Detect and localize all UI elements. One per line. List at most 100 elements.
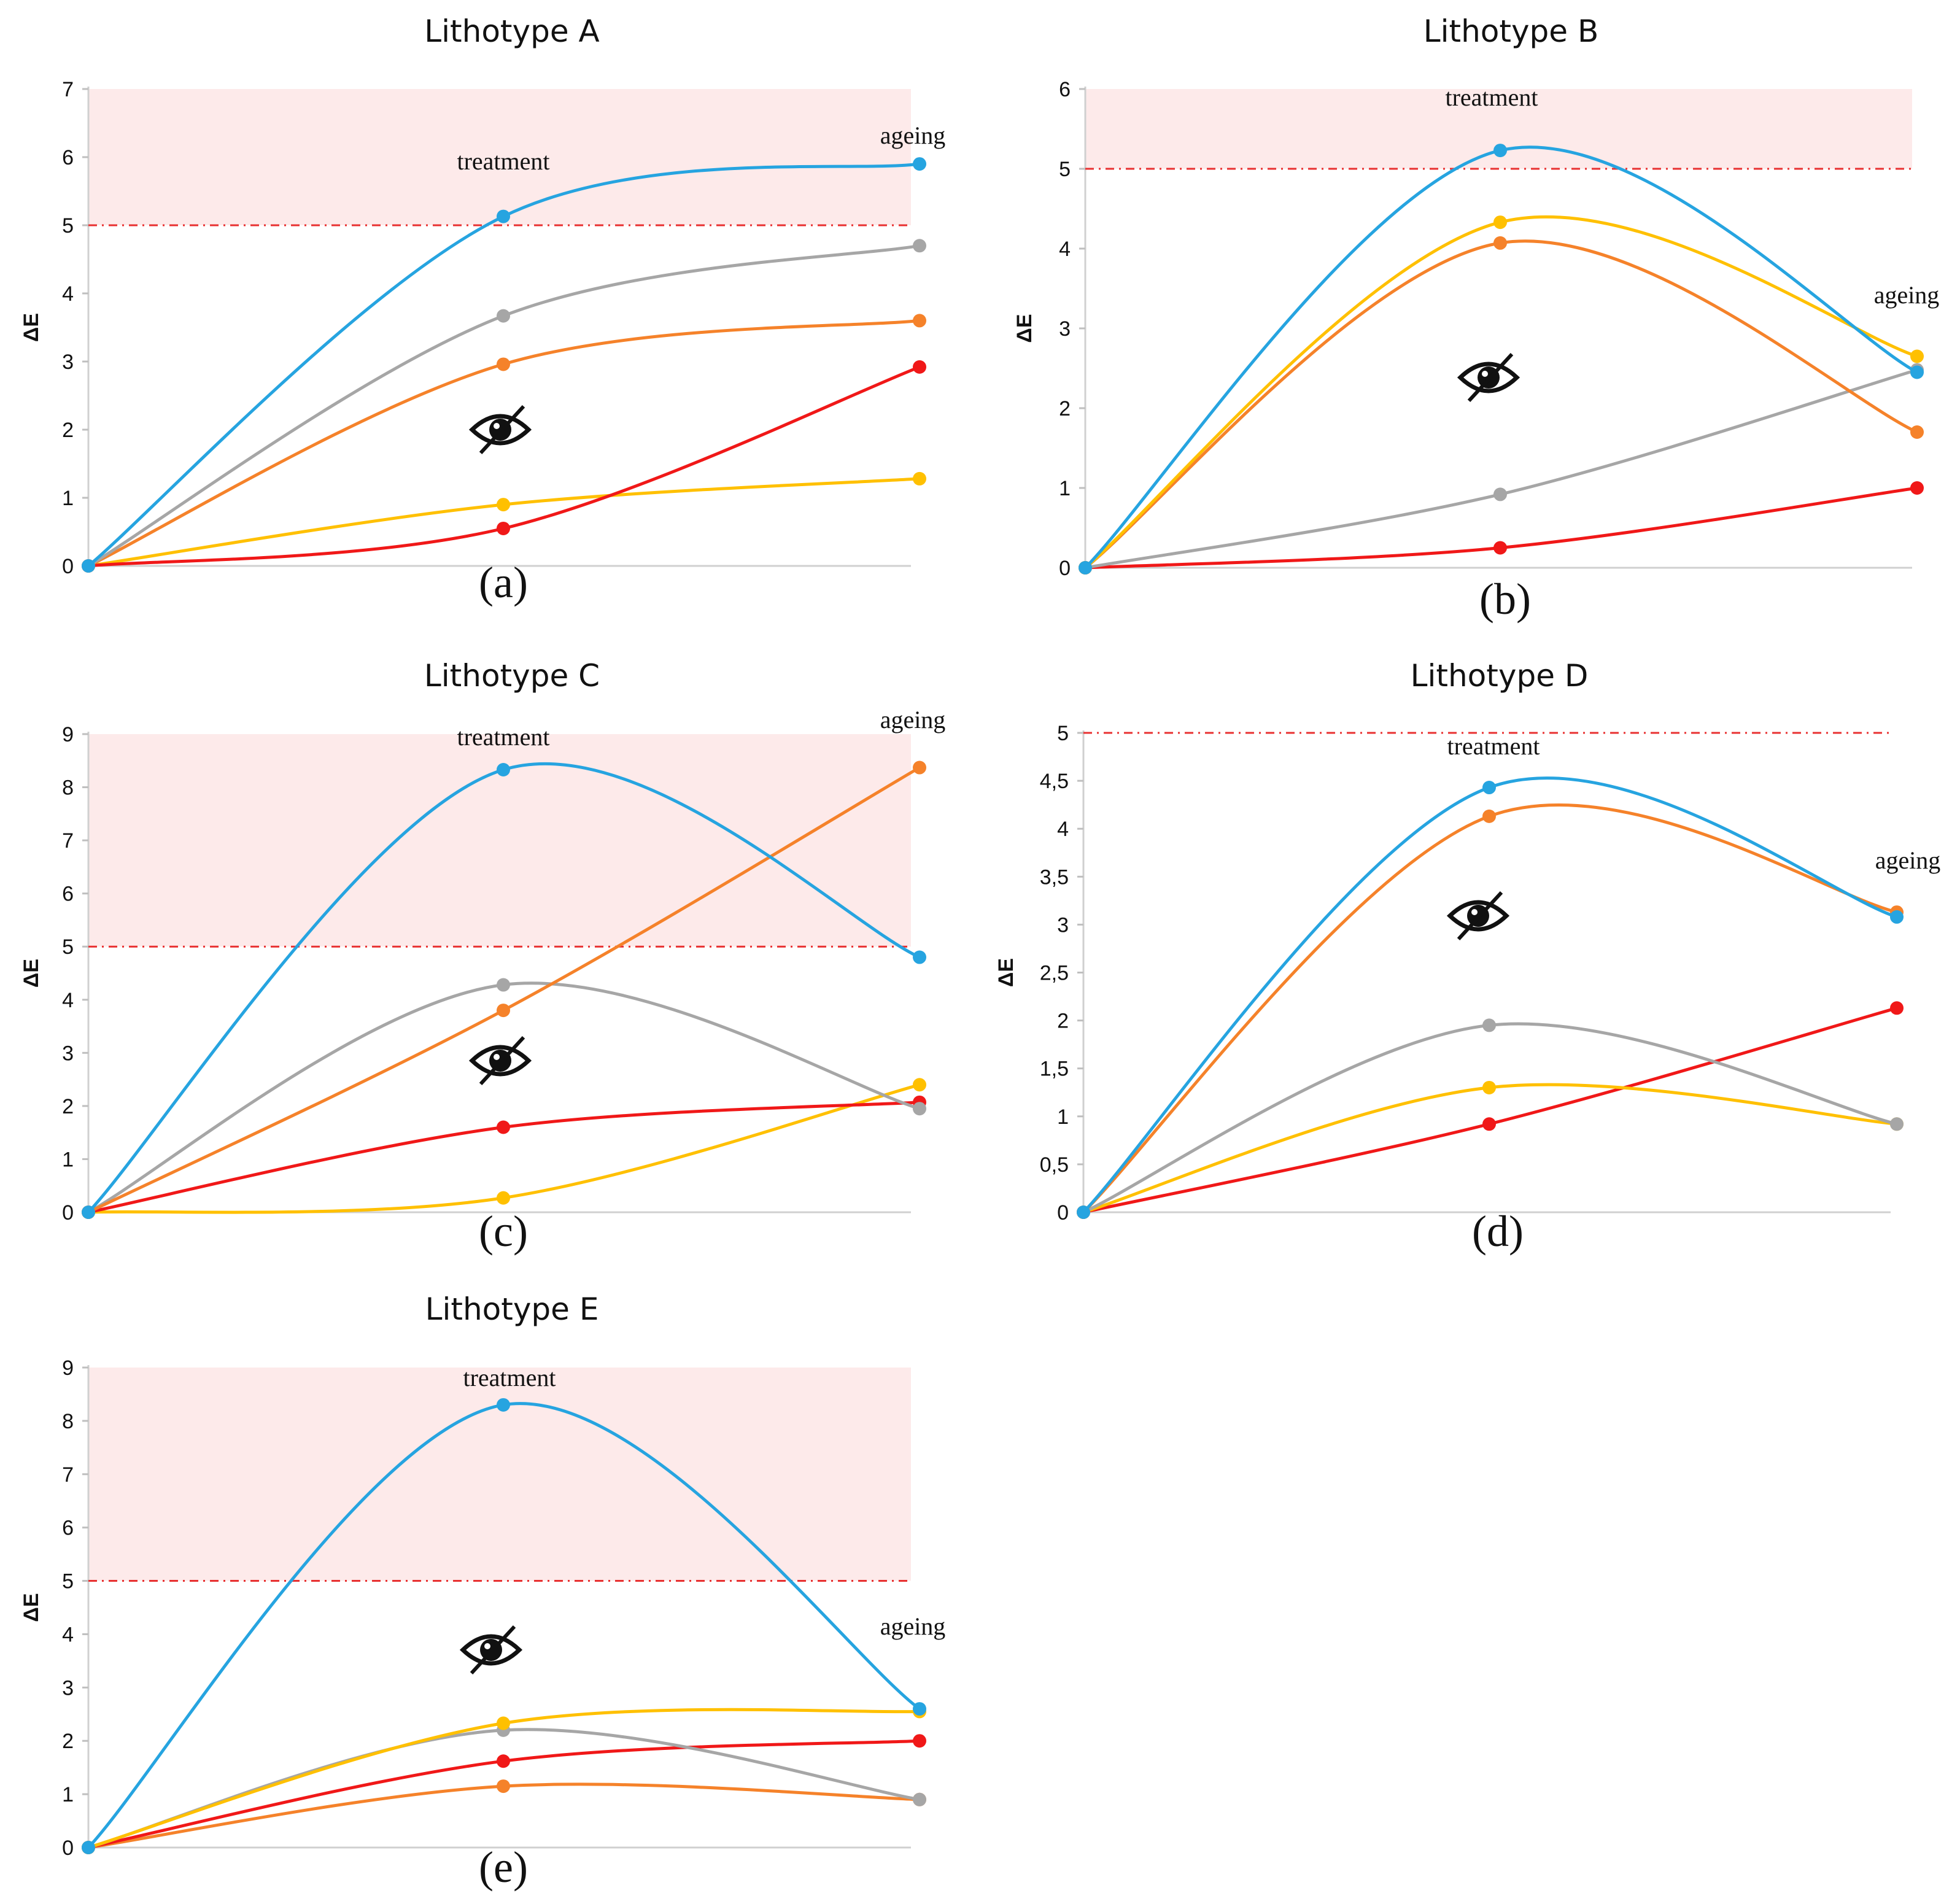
series-yellow xyxy=(82,1078,926,1219)
data-point-red xyxy=(1890,1001,1904,1015)
data-point-blue xyxy=(1890,910,1904,924)
y-tick-label: 6 xyxy=(62,1517,74,1540)
eye-glint xyxy=(484,1643,490,1649)
panel-label: (a) xyxy=(479,558,528,607)
y-tick-label: 2,5 xyxy=(1040,962,1069,985)
data-point-blue xyxy=(82,1205,95,1219)
y-tick-label: 0 xyxy=(62,1201,74,1225)
treatment-annotation: treatment xyxy=(1447,732,1540,760)
data-point-orange xyxy=(1482,809,1496,823)
data-point-grey xyxy=(913,239,926,253)
data-point-blue xyxy=(1077,1205,1090,1219)
data-point-red xyxy=(497,1120,510,1134)
data-point-orange xyxy=(913,760,926,775)
panel-c: 0 1 2 3 4 5 6 7 8 9 ΔE Lithotype C treatment ageing (c… xyxy=(20,658,945,1256)
data-point-grey xyxy=(1493,487,1507,501)
eye-slash-line xyxy=(1457,891,1503,941)
ageing-annotation: ageing xyxy=(1875,846,1941,874)
series-yellow xyxy=(1079,215,1924,575)
panel-label: (e) xyxy=(479,1843,528,1892)
series-line-blue xyxy=(1082,776,1899,1214)
data-point-orange xyxy=(497,1779,510,1794)
data-point-blue xyxy=(497,762,510,776)
data-point-blue xyxy=(913,1702,926,1716)
series-red xyxy=(1077,1001,1904,1219)
ageing-annotation: ageing xyxy=(880,122,946,149)
data-point-red xyxy=(1482,1117,1496,1131)
treatment-annotation: treatment xyxy=(457,147,549,175)
y-tick-label: 0 xyxy=(62,555,74,578)
y-tick-label: 9 xyxy=(62,1356,74,1380)
y-tick-label: 1 xyxy=(1057,1105,1069,1129)
panel-label: (d) xyxy=(1472,1207,1524,1256)
eye-slash-line xyxy=(479,1035,525,1086)
eye-slash-icon xyxy=(1457,352,1520,403)
series-line-yellow xyxy=(1083,215,1919,570)
y-tick-label: 0 xyxy=(1057,1201,1069,1225)
y-tick-label: 5 xyxy=(62,1570,74,1593)
y-tick-label: 1 xyxy=(62,1148,74,1171)
treatment-annotation: treatment xyxy=(463,1364,556,1391)
data-point-red xyxy=(497,1754,510,1768)
eye-slash-icon xyxy=(459,1625,523,1675)
data-point-grey xyxy=(913,1792,926,1806)
series-yellow xyxy=(1077,1080,1904,1219)
data-point-yellow xyxy=(913,471,926,486)
y-tick-label: 4 xyxy=(62,1623,74,1646)
y-tick-label: 1,5 xyxy=(1040,1058,1069,1081)
y-tick-label: 3 xyxy=(62,350,74,374)
y-tick-label: 0,5 xyxy=(1040,1153,1069,1177)
data-point-blue xyxy=(913,950,926,964)
data-point-orange xyxy=(913,314,926,328)
data-point-orange xyxy=(1910,425,1924,439)
y-tick-label: 3 xyxy=(62,1042,74,1065)
y-tick-label: 6 xyxy=(62,883,74,906)
data-point-red xyxy=(913,1734,926,1748)
series-line-orange xyxy=(87,1782,921,1849)
data-point-yellow xyxy=(497,1191,510,1205)
y-tick-label: 9 xyxy=(62,723,74,746)
treatment-annotation: treatment xyxy=(1445,83,1538,111)
y-tick-label: 5 xyxy=(1059,158,1071,181)
y-tick-label: 4 xyxy=(1059,238,1071,261)
data-point-yellow xyxy=(497,498,510,512)
y-tick-label: 2 xyxy=(62,1095,74,1118)
y-tick-label: 2 xyxy=(1057,1010,1069,1033)
data-point-grey xyxy=(1482,1018,1496,1032)
data-point-orange xyxy=(497,1004,510,1018)
eye-slash-icon xyxy=(468,1035,532,1086)
perceptible-zone xyxy=(88,89,911,225)
y-tick-label: 2 xyxy=(62,419,74,442)
chart-title: Lithotype C xyxy=(424,658,600,694)
series-blue xyxy=(82,762,926,1219)
series-blue xyxy=(1077,776,1904,1219)
y-tick-label: 0 xyxy=(1059,557,1071,580)
series-orange xyxy=(1079,236,1924,575)
y-tick-label: 5 xyxy=(62,214,74,238)
data-point-red xyxy=(1493,541,1507,555)
eye-slash-line xyxy=(470,1625,516,1675)
eye-glint xyxy=(1471,909,1478,915)
data-point-blue xyxy=(82,559,95,573)
panel-a: 0 1 2 3 4 5 6 7 ΔE Lithotype A treatment ageing (a) xyxy=(20,14,945,607)
series-line-blue xyxy=(87,162,921,568)
panel-label: (c) xyxy=(479,1207,528,1256)
panel-e: 0 1 2 3 4 5 6 7 8 9 ΔE Lithotype E treatment ageing (e… xyxy=(20,1291,945,1892)
data-point-grey xyxy=(497,309,510,323)
y-tick-label: 7 xyxy=(62,1463,74,1487)
y-tick-label: 5 xyxy=(62,935,74,959)
data-point-orange xyxy=(497,357,510,371)
data-point-yellow xyxy=(1482,1080,1496,1094)
chart-title: Lithotype B xyxy=(1424,14,1599,49)
ageing-annotation: ageing xyxy=(880,1612,946,1640)
series-line-orange xyxy=(1083,239,1919,570)
data-point-blue xyxy=(1910,365,1924,379)
chart-title: Lithotype E xyxy=(425,1291,599,1327)
series-red xyxy=(82,1734,926,1854)
eye-glint xyxy=(1482,371,1488,377)
y-tick-label: 6 xyxy=(1059,78,1071,101)
data-point-blue xyxy=(1493,144,1507,158)
data-point-grey xyxy=(1890,1117,1904,1131)
data-point-yellow xyxy=(1910,349,1924,363)
